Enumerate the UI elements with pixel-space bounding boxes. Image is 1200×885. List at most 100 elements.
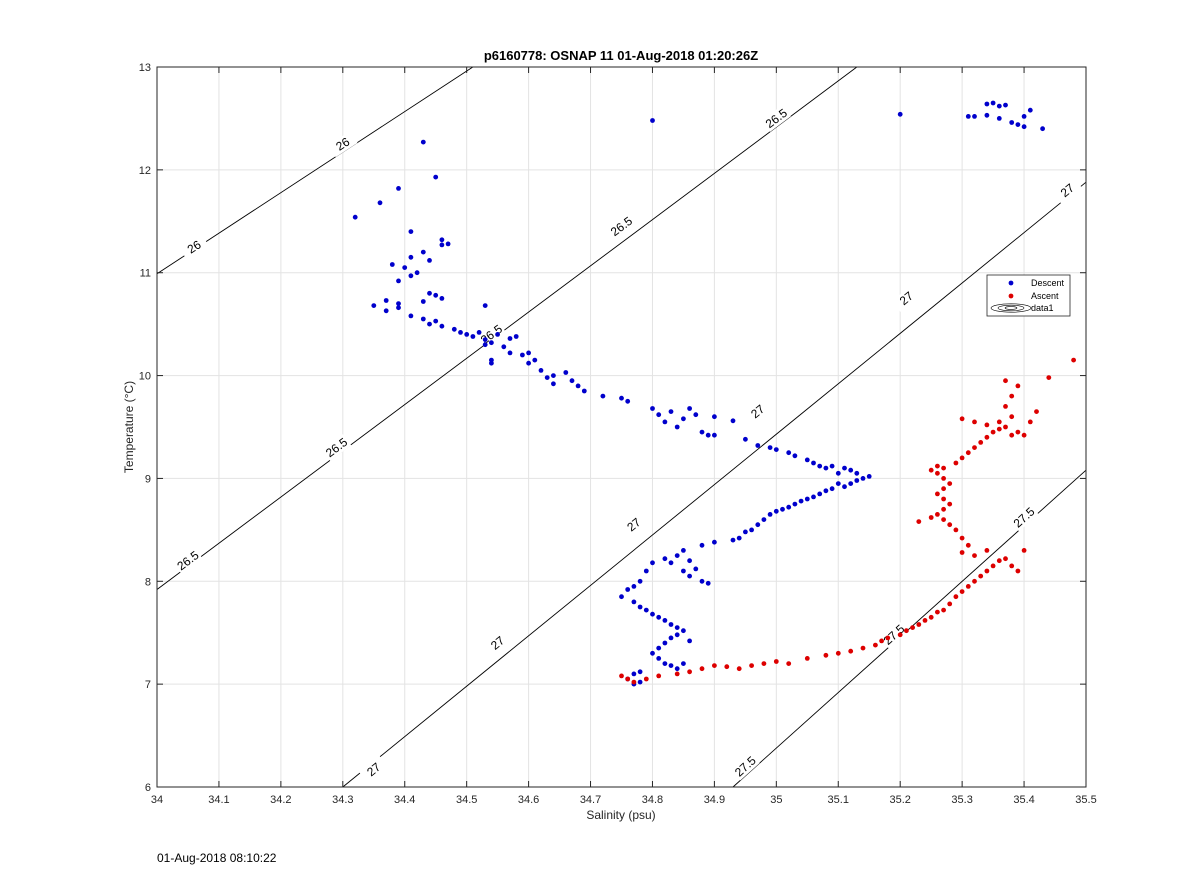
descent-point — [619, 395, 624, 401]
x-tick-label: 35.1 — [828, 794, 849, 806]
descent-point — [668, 409, 674, 414]
ascent-point — [935, 609, 940, 615]
descent-point — [848, 481, 854, 486]
ascent-point — [978, 573, 984, 579]
ascent-point — [947, 522, 953, 528]
descent-point — [451, 326, 457, 332]
descent-point — [408, 229, 414, 235]
descent-point — [650, 118, 655, 123]
descent-point — [383, 308, 389, 314]
descent-point — [687, 638, 692, 644]
descent-point — [681, 661, 686, 666]
isopycnal-label-bg — [1052, 176, 1082, 205]
descent-point — [396, 186, 401, 191]
descent-point — [786, 504, 792, 510]
descent-point — [637, 604, 643, 610]
descent-point — [643, 568, 649, 574]
descent-point — [817, 491, 823, 497]
isopycnal-label-bg — [731, 752, 760, 781]
ascent-point — [959, 416, 965, 422]
descent-point — [656, 656, 662, 661]
descent-point — [631, 671, 637, 677]
ascent-point — [928, 467, 934, 473]
ascent-point — [965, 584, 971, 589]
descent-point — [482, 303, 488, 308]
x-tick-label: 34.7 — [580, 794, 601, 806]
descent-point — [427, 290, 432, 296]
descent-point — [427, 321, 432, 327]
descent-point — [513, 334, 519, 339]
descent-point — [743, 529, 748, 535]
ascent-point — [1015, 568, 1021, 574]
ascent-point — [947, 601, 953, 607]
y-tick-label: 10 — [139, 371, 151, 383]
ascent-point — [724, 664, 730, 670]
descent-point — [489, 360, 494, 366]
ascent-point — [935, 470, 940, 476]
ascent-point — [972, 578, 977, 584]
descent-point — [464, 332, 470, 337]
descent-point — [656, 614, 662, 620]
descent-point — [414, 270, 420, 276]
descent-point — [495, 332, 500, 337]
descent-point — [408, 254, 414, 260]
descent-point — [712, 432, 717, 438]
ascent-point — [910, 625, 915, 630]
descent-point — [371, 303, 377, 308]
isopycnal-label-bg — [179, 234, 209, 260]
descent-point — [730, 537, 736, 543]
x-tick-label: 34.1 — [208, 794, 229, 806]
ascent-point — [941, 465, 946, 471]
plot-background — [157, 67, 1086, 787]
descent-point — [662, 556, 668, 562]
descent-point — [842, 484, 847, 490]
ascent-point — [941, 486, 946, 492]
ascent-point — [941, 476, 946, 481]
descent-point — [470, 334, 476, 339]
descent-point — [767, 445, 773, 450]
ascent-point — [928, 614, 934, 620]
isopycnal-label-bg — [173, 547, 203, 575]
descent-point — [1027, 107, 1033, 113]
y-axis-label: Temperature (°C) — [122, 381, 136, 473]
descent-point — [631, 599, 637, 605]
descent-point — [674, 424, 680, 430]
ascent-point — [996, 426, 1002, 432]
ascent-point — [1015, 383, 1021, 389]
descent-point — [699, 542, 705, 548]
legend: Descent Ascent data1 — [986, 274, 1071, 317]
ascent-point — [916, 519, 922, 524]
descent-point — [445, 241, 451, 247]
y-tick-label: 9 — [145, 473, 151, 485]
descent-point — [866, 474, 872, 479]
descent-point — [755, 522, 761, 528]
descent-point — [804, 457, 810, 463]
descent-point — [693, 412, 699, 418]
ascent-point — [935, 512, 940, 517]
ascent-point — [965, 450, 971, 456]
ascent-point — [990, 563, 996, 569]
ascent-point — [996, 419, 1002, 425]
descent-point — [798, 498, 804, 504]
descent-point — [650, 650, 655, 656]
ascent-point — [996, 558, 1002, 564]
ascent-point — [990, 429, 996, 435]
descent-point — [439, 296, 445, 301]
data-points — [352, 100, 1076, 687]
grid — [156, 66, 1087, 788]
descent-point — [668, 622, 674, 627]
ascent-point — [1027, 419, 1033, 425]
ascent-point — [984, 422, 990, 428]
ascent-point — [835, 650, 841, 656]
descent-point — [699, 578, 705, 584]
ascent-point — [1003, 556, 1008, 562]
descent-point — [619, 594, 624, 600]
ascent-point — [631, 679, 637, 685]
ascent-point — [1071, 357, 1076, 363]
ascent-point — [860, 645, 866, 651]
ascent-point — [953, 527, 959, 533]
descent-point — [749, 527, 754, 533]
isopycnal-line — [156, 66, 858, 590]
descent-point — [736, 535, 742, 541]
descent-point — [569, 378, 575, 384]
